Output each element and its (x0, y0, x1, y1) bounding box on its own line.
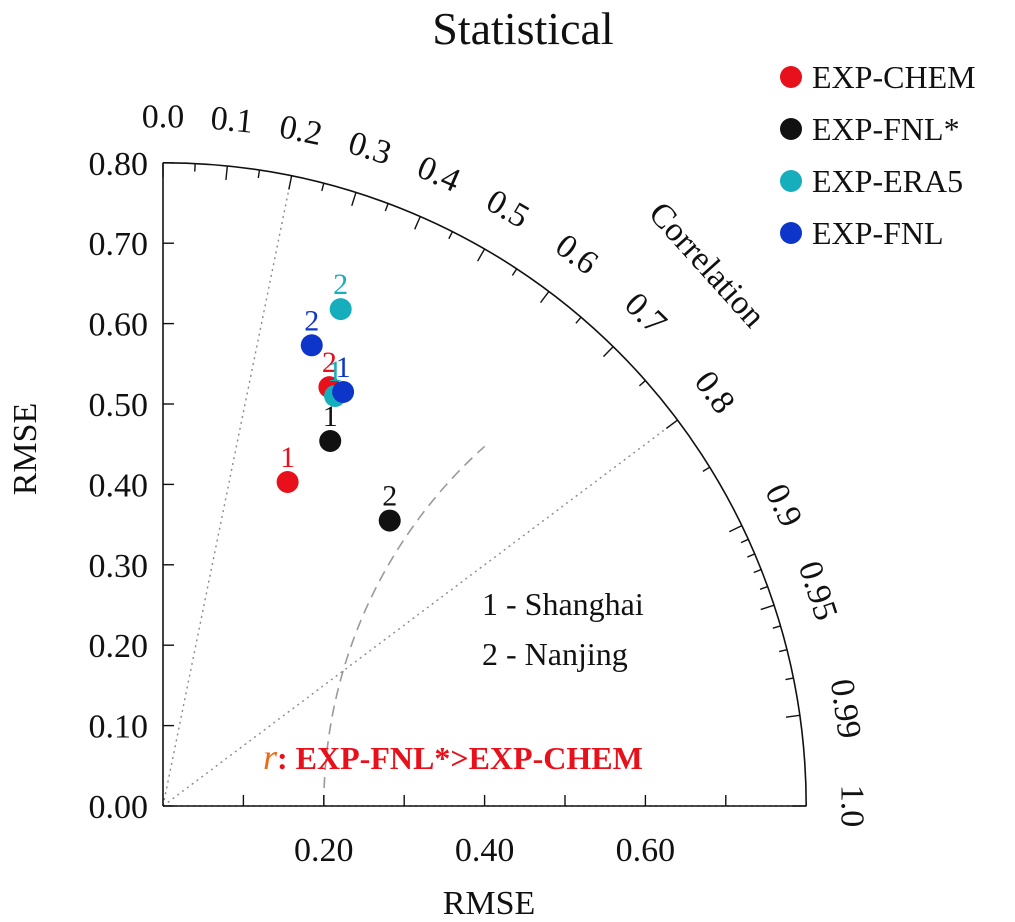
legend-label: EXP-ERA5 (812, 163, 963, 199)
ranking-text: : EXP-FNL*>EXP-CHEM (277, 740, 643, 776)
correlation-tick-label: 0.8 (687, 364, 742, 420)
correlation-minor-tick (702, 466, 711, 472)
correlation-tick-label: 0.1 (209, 100, 255, 141)
correlation-minor-tick (257, 169, 261, 179)
station-1-note: 1 - Shanghai (482, 586, 644, 622)
data-point (319, 429, 342, 452)
correlation-tick (414, 216, 421, 230)
correlation-tick-label: 0.4 (412, 149, 466, 200)
x-tick-label: 0.20 (294, 832, 354, 869)
legend-label: EXP-FNL (812, 215, 944, 251)
legend: EXP-CHEM EXP-FNL* EXP-ERA5 EXP-FNL (780, 59, 976, 251)
correlation-tick (665, 419, 678, 430)
y-tick-label: 0.80 (89, 146, 149, 183)
correlation-tick-label: 0.7 (617, 286, 673, 342)
correlation-tick-label: 0.0 (142, 98, 185, 135)
legend-label: EXP-FNL* (812, 111, 960, 147)
correlation-tick (539, 291, 550, 304)
data-point-label: 2 (304, 304, 319, 337)
data-point-label: 1 (323, 400, 338, 433)
correlation-minor-tick (759, 585, 768, 590)
correlation-tick (351, 192, 357, 206)
legend-marker (780, 66, 802, 88)
chart-title: Statistical (432, 3, 613, 54)
y-tick-label: 0.20 (89, 628, 149, 665)
correlation-tick-label: 0.2 (276, 108, 325, 153)
correlation-minor-tick (753, 568, 762, 574)
legend-marker (780, 170, 802, 192)
correlation-minor-tick (772, 625, 781, 629)
data-point-label: 1 (336, 351, 351, 384)
rmse-arc (323, 445, 486, 807)
y-tick-label: 0.00 (89, 789, 149, 826)
correlation-tick-label: 1.0 (834, 785, 871, 828)
y-tick-label: 0.70 (89, 226, 149, 263)
correlation-minor-tick (778, 648, 788, 653)
data-point (329, 298, 352, 321)
data-point (300, 334, 323, 357)
x-tick-label: 0.40 (455, 832, 515, 869)
correlation-tick (225, 165, 229, 181)
r-symbol: r (263, 737, 278, 777)
x-tick-label: 0.60 (616, 832, 676, 869)
data-point-label: 1 (328, 355, 343, 388)
legend-label: EXP-CHEM (812, 59, 976, 95)
correlation-arc (162, 162, 807, 807)
y-axis-label: RMSE (7, 403, 44, 496)
correlation-tick-label: 0.6 (548, 227, 604, 282)
correlation-minor-tick (511, 268, 518, 276)
y-tick-label: 0.50 (89, 387, 149, 424)
y-tick-label: 0.60 (89, 307, 149, 344)
correlation-ray (162, 419, 678, 807)
data-point-label: 2 (333, 268, 348, 301)
correlation-tick (728, 525, 743, 533)
station-2-note: 2 - Nanjing (482, 636, 628, 672)
y-tick-label: 0.10 (89, 709, 149, 746)
correlation-tick (785, 714, 800, 718)
correlation-minor-tick (575, 316, 582, 324)
data-point (332, 380, 355, 403)
correlation-minor-tick (321, 183, 325, 192)
correlation-minor-tick (740, 538, 749, 544)
correlation-tick-label: 0.3 (344, 124, 396, 172)
correlation-tick-label: 0.99 (823, 677, 868, 741)
legend-marker (780, 118, 802, 140)
correlation-minor-tick (638, 380, 646, 387)
data-point-label: 2 (382, 480, 397, 513)
correlation-tick (602, 346, 614, 358)
y-tick-label: 0.30 (89, 548, 149, 585)
correlation-tick (476, 248, 486, 262)
y-tick-label: 0.40 (89, 467, 149, 504)
data-point (378, 509, 401, 532)
correlation-minor-tick (747, 553, 756, 558)
correlation-tick (288, 175, 293, 190)
data-point-label: 1 (280, 441, 295, 474)
correlation-minor-tick (785, 677, 794, 681)
correlation-tick-label: 0.5 (480, 182, 535, 235)
correlation-tick-label: 0.95 (791, 557, 845, 625)
correlation-tick (760, 604, 775, 611)
x-axis-label: RMSE (443, 885, 536, 922)
data-point-label: 2 (322, 346, 337, 379)
correlation-ranking-note: r: EXP-FNL*>EXP-CHEM (263, 737, 643, 777)
correlation-ray (162, 175, 293, 807)
legend-marker (780, 222, 802, 244)
correlation-minor-tick (448, 231, 454, 240)
correlation-minor-tick (384, 203, 389, 212)
data-point (276, 470, 299, 493)
correlation-tick-label: 0.9 (757, 478, 809, 532)
